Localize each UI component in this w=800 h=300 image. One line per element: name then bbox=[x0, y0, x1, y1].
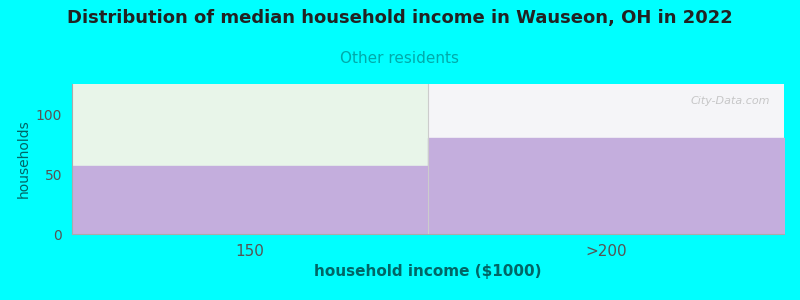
Text: Other residents: Other residents bbox=[341, 51, 459, 66]
Text: City-Data.com: City-Data.com bbox=[690, 96, 770, 106]
Text: Distribution of median household income in Wauseon, OH in 2022: Distribution of median household income … bbox=[67, 9, 733, 27]
Y-axis label: households: households bbox=[16, 120, 30, 198]
Bar bbox=[72, 84, 428, 234]
X-axis label: household income ($1000): household income ($1000) bbox=[314, 264, 542, 279]
